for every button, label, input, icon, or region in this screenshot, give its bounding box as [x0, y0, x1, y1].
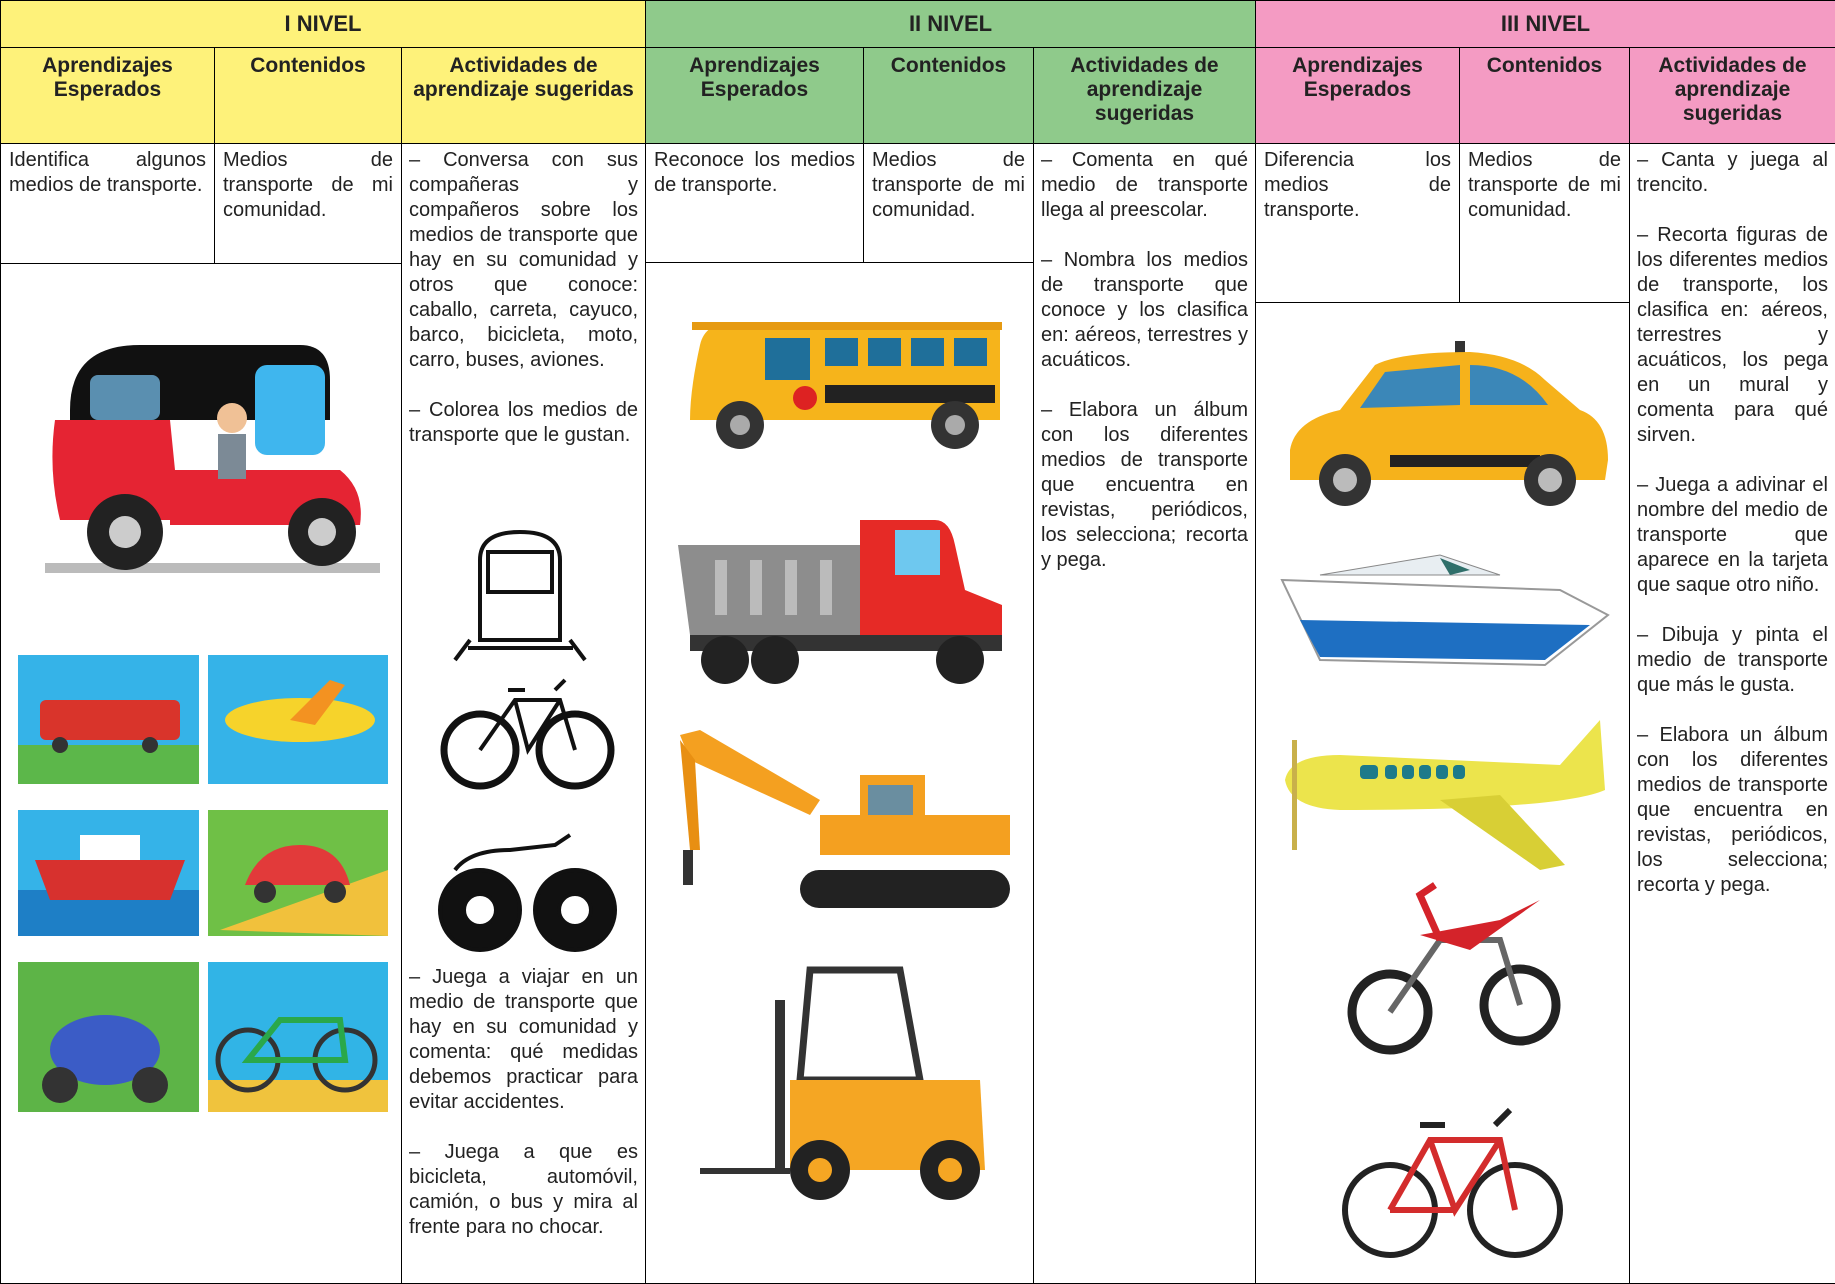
column-header: Contenidos [863, 47, 1034, 144]
activities-text: – Conversa con sus compañeras y compañer… [401, 148, 646, 473]
column-header: Aprendizajes Esperados [0, 47, 215, 144]
column-header: Aprendizajes Esperados [1255, 47, 1460, 144]
activity: – Juega a viajar en un medio de transpor… [409, 966, 638, 1113]
image-area [645, 262, 1034, 1284]
activity: – Colorea los medios de transporte que l… [409, 399, 638, 446]
column-header: Contenidos [214, 47, 402, 144]
activity: – Canta y juega al trencito. [1637, 149, 1828, 196]
column-header: Actividades de aprendizaje sugeridas [401, 47, 646, 144]
activity: – Elabora un álbum con los diferentes me… [1637, 724, 1828, 896]
contents: Medios de transporte de mi comunidad. [863, 143, 1034, 263]
image-area [1255, 302, 1630, 1284]
activity: – Juega a adivinar el nombre del medio d… [1637, 474, 1828, 596]
column-header: Actividades de aprendizaje sugeridas [1629, 47, 1835, 144]
column-header: Aprendizajes Esperados [645, 47, 864, 144]
level-title: III NIVEL [1255, 0, 1835, 48]
learning-outcome: Reconoce los medios de transporte. [645, 143, 864, 263]
activity: – Dibuja y pinta el medio de transporte … [1637, 624, 1828, 696]
level-title: I NIVEL [0, 0, 646, 48]
activity: – Conversa con sus compañeras y compañer… [409, 149, 638, 371]
contents: Medios de transporte de mi comunidad. [1459, 143, 1630, 303]
activity: – Elabora un álbum con los diferentes me… [1041, 399, 1248, 571]
activity: – Nombra los medios de transporte que co… [1041, 249, 1248, 371]
activity: – Recorta figuras de los diferentes medi… [1637, 224, 1828, 446]
column-header: Contenidos [1459, 47, 1630, 144]
activities-text: – Juega a viajar en un medio de transpor… [401, 965, 646, 1265]
contents: Medios de transporte de mi comunidad. [214, 143, 402, 264]
learning-outcome: Diferencia los medios de transporte. [1255, 143, 1460, 303]
activities-text: – Canta y juega al trencito. – Recorta fi… [1629, 148, 1835, 923]
activity: – Comenta en qué medio de transporte lle… [1041, 149, 1248, 221]
activity: – Juega a que es bicicleta, automóvil, c… [409, 1141, 638, 1238]
image-area [0, 263, 402, 1284]
level-title: II NIVEL [645, 0, 1256, 48]
activities-text: – Comenta en qué medio de transporte lle… [1033, 148, 1256, 598]
column-header: Actividades de aprendizaje sugeridas [1033, 47, 1256, 144]
learning-outcome: Identifica algunos medios de transporte. [0, 143, 215, 264]
